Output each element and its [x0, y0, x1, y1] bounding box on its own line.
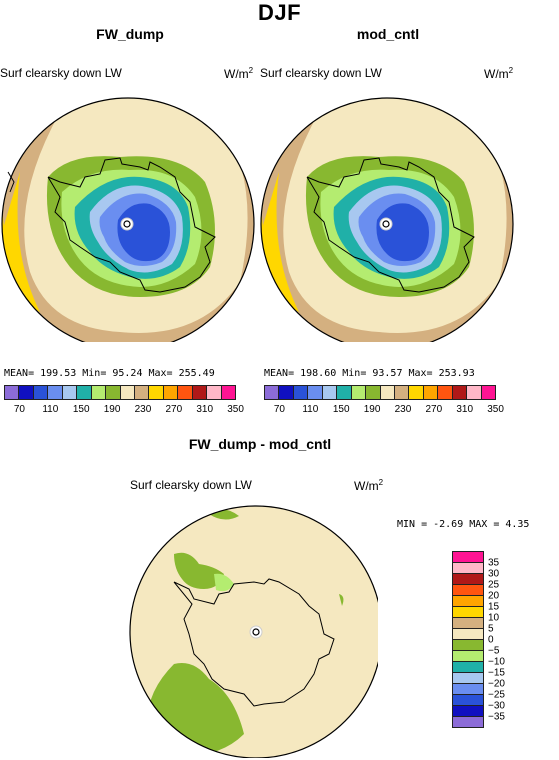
difference-title: FW_dump - mod_cntl	[188, 436, 332, 452]
coastline-difference	[173, 578, 335, 707]
colorbar-tick-label: −30	[488, 700, 505, 712]
colorbar-tick-label: 190	[363, 404, 381, 415]
colorbar-ticks-right: 70 110 150 190 230 270 310 350	[264, 404, 511, 416]
colorbar-tick-label: 30	[488, 568, 500, 580]
colorbar-swatch	[47, 385, 63, 400]
colorbar-tick-label: 270	[165, 404, 183, 415]
colorbar-swatch	[76, 385, 92, 400]
colorbar-swatch	[220, 385, 236, 400]
colorbar-tick-label: 310	[196, 404, 214, 415]
variable-label-right: Surf clearsky down LW	[260, 66, 382, 80]
colorbar-swatch	[408, 385, 424, 400]
colorbar-tick-label: 350	[487, 404, 504, 415]
colorbar-swatch	[264, 385, 280, 400]
colorbar-swatch	[133, 385, 150, 400]
colorbar-ticks-difference: 35 30 25 20 15 10 5 0 −5 −10 −15 −20 −25 −30 −35	[488, 552, 538, 752]
colorbar-tick-label: −15	[488, 667, 505, 679]
colorbar-swatch	[162, 385, 179, 400]
colorbar-swatch	[18, 385, 34, 400]
polar-map-difference	[129, 505, 378, 758]
colorbar-swatch	[191, 385, 208, 400]
colorbar-swatch	[90, 385, 107, 400]
stats-left: MEAN= 199.53 Min= 95.24 Max= 255.49	[4, 368, 215, 379]
colorbar-swatch	[451, 385, 468, 400]
colorbar-swatch	[4, 385, 20, 400]
colorbar-swatch	[105, 385, 121, 400]
polar-map-right	[260, 97, 514, 342]
units-label-difference: W/m2	[354, 478, 384, 493]
colorbar-swatch	[278, 385, 294, 400]
colorbar-swatch	[437, 385, 453, 400]
colorbar-swatch	[206, 385, 222, 400]
colorbar-tick-label: 5	[488, 623, 494, 635]
colorbar-right	[264, 385, 511, 400]
colorbar-swatch	[119, 385, 135, 400]
colorbar-tick-label: 190	[103, 404, 121, 415]
colorbar-swatch	[350, 385, 367, 400]
colorbar-swatch	[321, 385, 338, 400]
colorbar-tick-label: −5	[488, 645, 500, 657]
colorbar-tick-label: −25	[488, 689, 505, 701]
variable-label-difference: Surf clearsky down LW	[130, 478, 252, 492]
colorbar-swatch	[393, 385, 410, 400]
colorbar-tick-label: 230	[394, 404, 412, 415]
units-label-right: W/m2	[484, 66, 514, 81]
colorbar-tick-label: 270	[425, 404, 443, 415]
colorbar-tick-label: 0	[488, 634, 494, 646]
colorbar-tick-label: 150	[72, 404, 90, 415]
units-label-left: W/m2	[224, 66, 254, 81]
colorbar-tick-label: −35	[488, 711, 505, 723]
variable-label-left: Surf clearsky down LW	[0, 66, 122, 80]
colorbar-tick-label: 350	[227, 404, 244, 415]
figure-title: DJF	[257, 0, 302, 25]
colorbar-swatch	[307, 385, 323, 400]
stats-difference: MIN = -2.69 MAX = 4.35	[397, 519, 530, 530]
colorbar-swatch	[365, 385, 381, 400]
colorbar-swatch	[32, 385, 49, 400]
colorbar-tick-label: 25	[488, 579, 500, 591]
coastline-right	[306, 157, 475, 293]
colorbar-tick-label: −10	[488, 656, 505, 668]
colorbar-tick-label: −20	[488, 678, 505, 690]
colorbar-tick-label: 10	[488, 612, 500, 624]
colorbar-swatch	[452, 716, 484, 728]
colorbar-left	[4, 385, 251, 400]
colorbar-swatch	[466, 385, 482, 400]
map-fill-left	[2, 98, 254, 342]
colorbar-difference	[452, 551, 484, 728]
colorbar-tick-label: 15	[488, 601, 500, 613]
panel-title-right: mod_cntl	[356, 26, 420, 42]
colorbar-swatch	[177, 385, 193, 400]
colorbar-tick-label: 70	[273, 404, 285, 415]
polar-map-left	[1, 97, 255, 342]
stats-right: MEAN= 198.60 Min= 93.57 Max= 253.93	[264, 368, 475, 379]
colorbar-tick-label: 110	[302, 404, 319, 415]
colorbar-swatch	[61, 385, 78, 400]
colorbar-swatch	[148, 385, 164, 400]
coastline-left	[47, 157, 216, 293]
colorbar-tick-label: 110	[42, 404, 59, 415]
colorbar-tick-label: 310	[456, 404, 474, 415]
colorbar-ticks-left: 70 110 150 190 230 270 310 350	[4, 404, 251, 416]
colorbar-tick-label: 150	[332, 404, 350, 415]
colorbar-tick-label: 35	[488, 557, 500, 569]
colorbar-swatch	[422, 385, 439, 400]
colorbar-swatch	[336, 385, 352, 400]
colorbar-swatch	[292, 385, 309, 400]
colorbar-swatch	[480, 385, 496, 400]
colorbar-swatch	[379, 385, 395, 400]
colorbar-tick-label: 20	[488, 590, 500, 602]
panel-title-left: FW_dump	[96, 26, 164, 42]
colorbar-tick-label: 70	[13, 404, 25, 415]
colorbar-tick-label: 230	[134, 404, 152, 415]
